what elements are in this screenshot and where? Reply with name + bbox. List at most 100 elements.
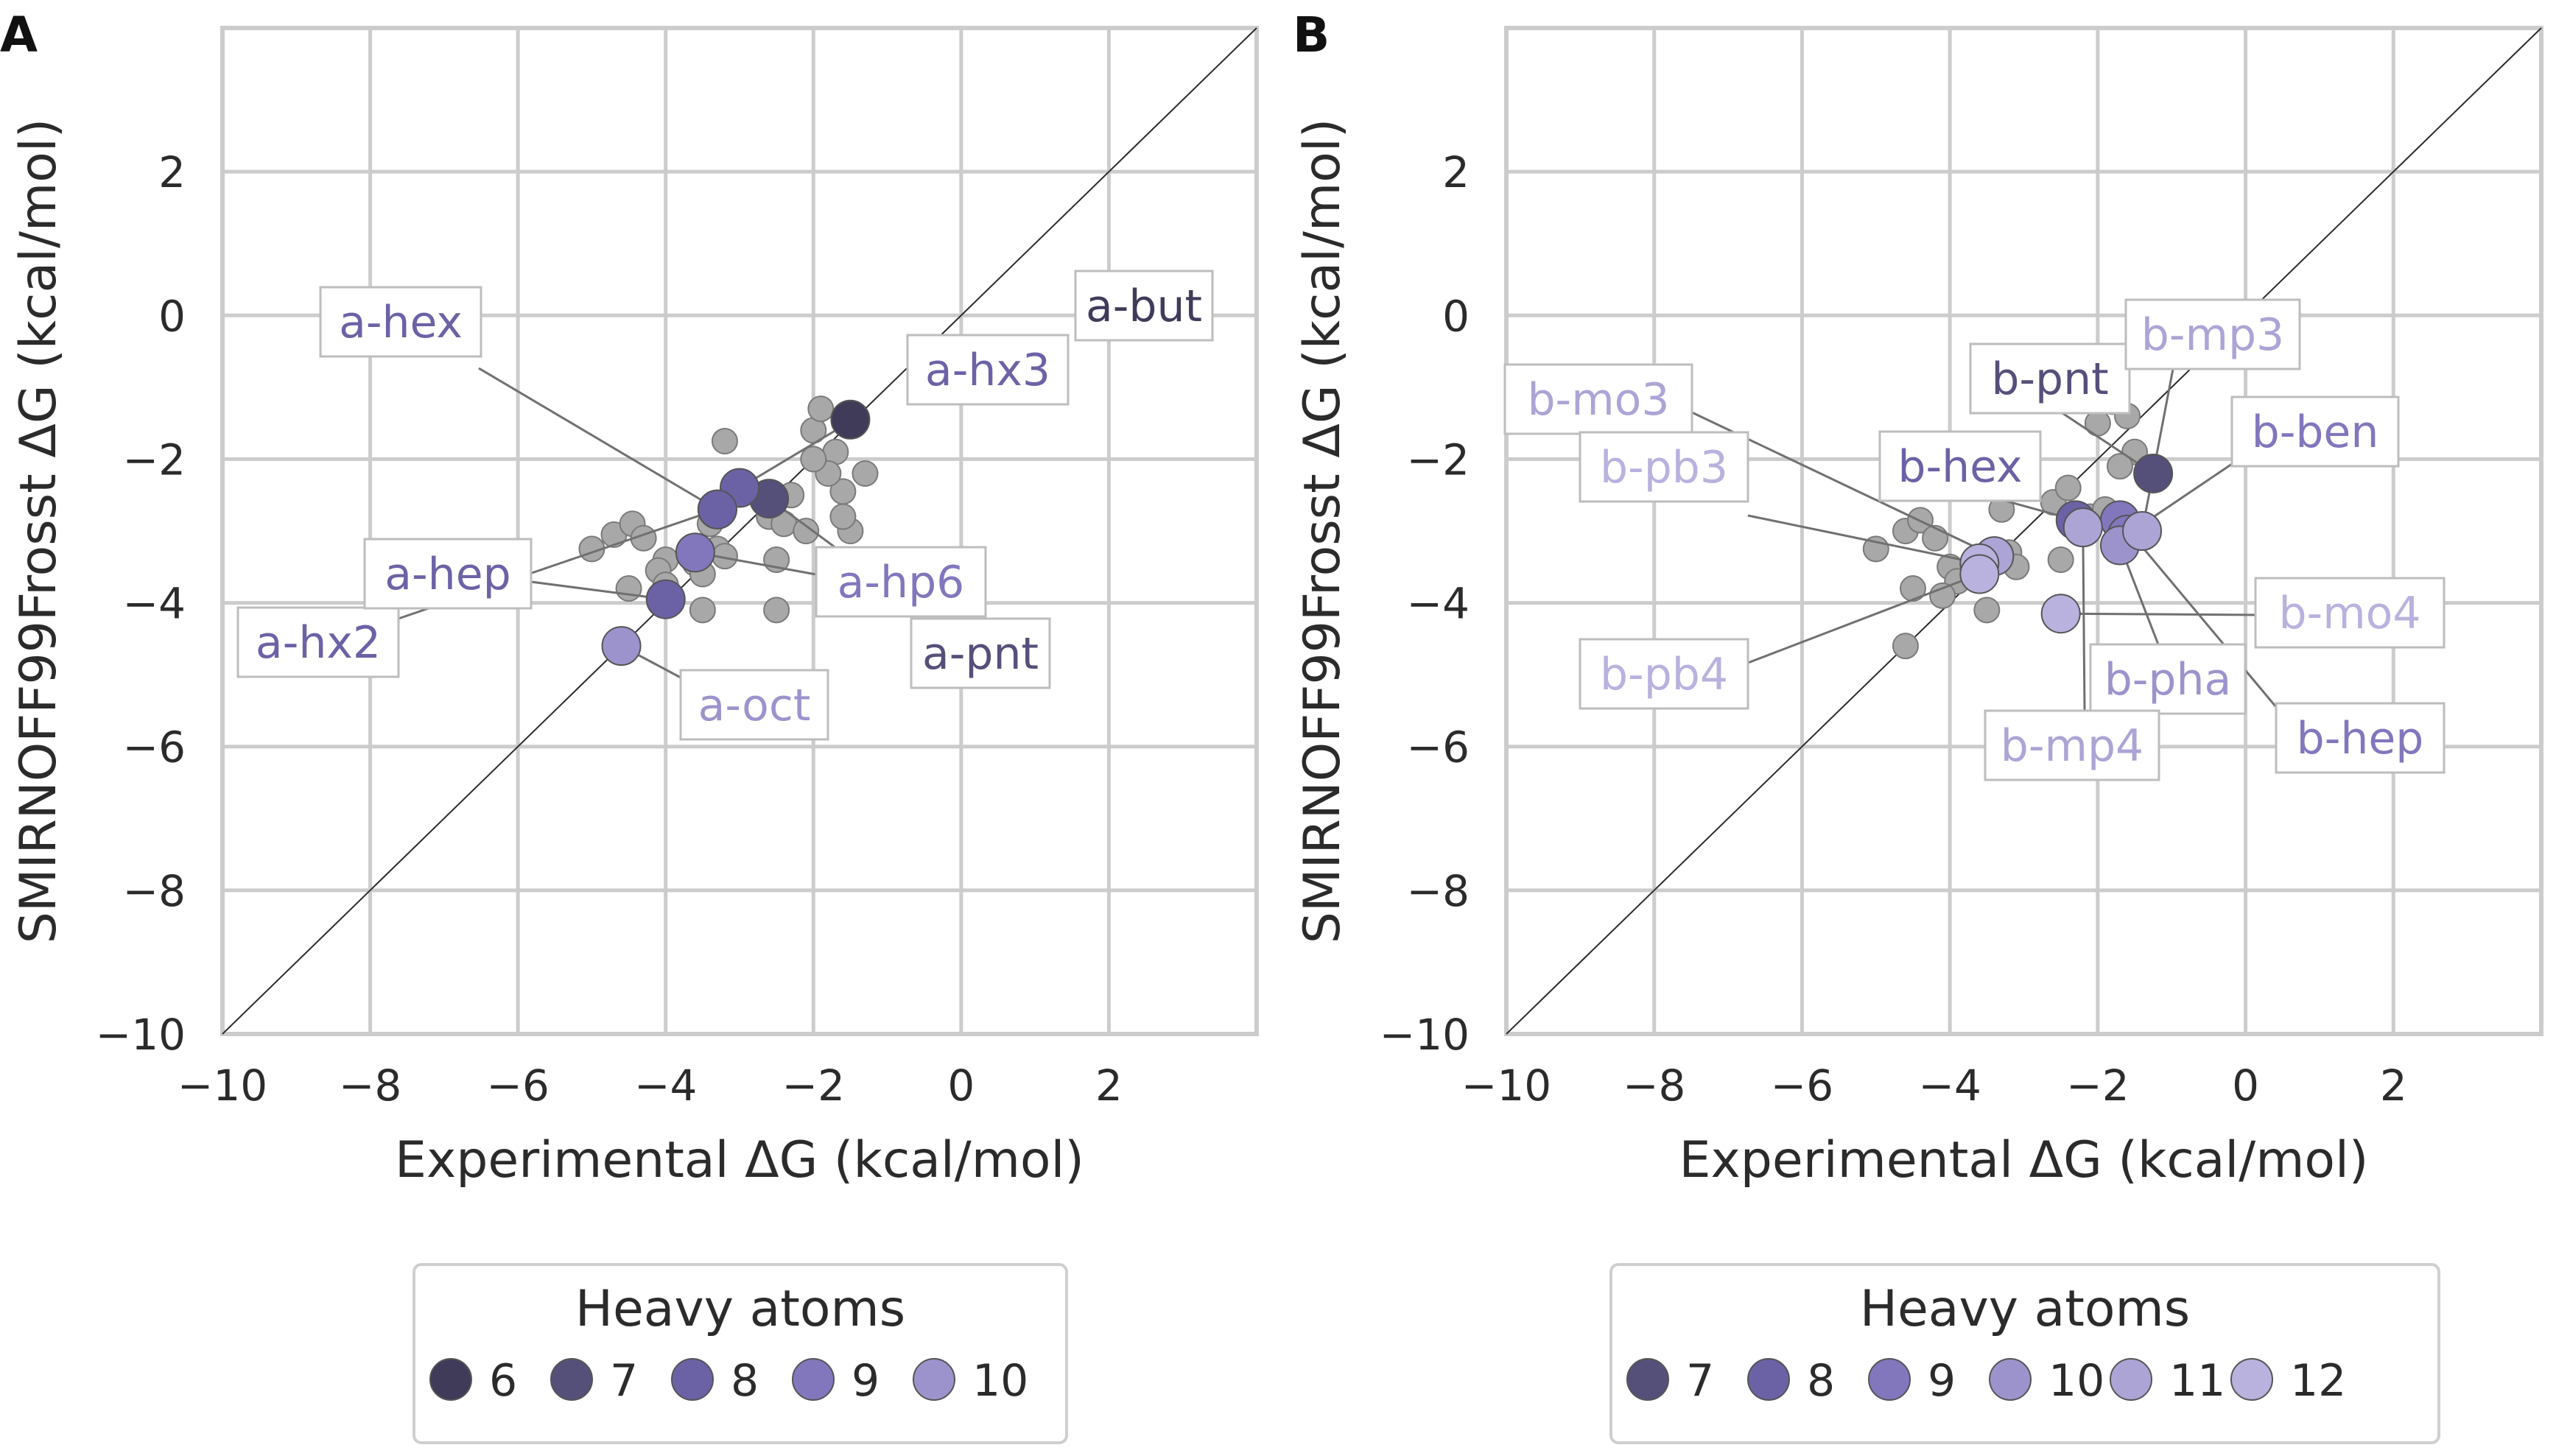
label-a-pnt: a-pnt (910, 617, 1051, 689)
panel-b-background-point (1892, 633, 1919, 660)
panel-a-x-tick-label: 0 (947, 1061, 975, 1111)
label-b-pnt: b-pnt (1969, 342, 2131, 415)
label-text-b-pnt: b-pnt (1991, 354, 2108, 405)
panel-b-y-tick-label: 2 (1442, 147, 1470, 197)
panel-b-identity-line (1506, 27, 2542, 1035)
leader-line-b-pb3 (1747, 514, 1980, 565)
panel-a-background-point (689, 597, 716, 624)
panel-b-background-point (1899, 575, 1926, 602)
panel-b-background-point (1973, 597, 2001, 624)
panel-a-legend-marker-8 (671, 1358, 714, 1401)
panel-b-legend-marker-11 (2110, 1358, 2152, 1401)
label-b-pha: b-pha (2089, 643, 2247, 715)
panel-b-legend-title: Heavy atoms (1860, 1280, 2190, 1338)
label-a-hep: a-hep (363, 538, 533, 610)
label-box-a-hx2 (236, 606, 400, 678)
panel-b-background-point (2047, 546, 2074, 574)
label-box-a-hep (363, 538, 533, 610)
label-a-hp6: a-hp6 (815, 546, 987, 618)
panel-b-x-tick-label: −10 (1461, 1061, 1551, 1111)
label-b-mp3: b-mp3 (2124, 298, 2301, 370)
leader-line-a-hp6 (695, 551, 817, 576)
leader-line-a-hex (478, 367, 718, 511)
label-text-b-hex: b-hex (1897, 441, 2022, 493)
panel-b-legend-label-9: 9 (1928, 1355, 1956, 1407)
point-b-mp3 (2122, 511, 2163, 551)
label-box-b-mo4 (2254, 577, 2446, 649)
label-text-a-pnt: a-pnt (922, 628, 1039, 680)
panel-a-legend-label-10: 10 (972, 1355, 1028, 1407)
panel-b-legend-marker-7 (1626, 1358, 1669, 1401)
label-text-b-pb3: b-pb3 (1600, 442, 1728, 493)
panel-a-y-tick-label: −2 (123, 435, 186, 485)
label-b-hep: b-hep (2275, 702, 2446, 774)
panel-a-frame (220, 26, 1259, 1036)
label-b-mo3: b-mo3 (1503, 363, 1693, 435)
panel-b-legend-marker-9 (1868, 1358, 1911, 1401)
panel-b-legend-marker-10 (1989, 1358, 2032, 1401)
label-box-b-pha (2089, 643, 2247, 715)
label-text-b-mo3: b-mo3 (1527, 374, 1669, 426)
panel-b-x-tick-label: −2 (2066, 1061, 2130, 1111)
panel-a-x-tick-label: −6 (486, 1061, 550, 1111)
panel-a-background-point (711, 428, 738, 455)
point-a-but (830, 399, 871, 440)
panel-a-legend-label-9: 9 (852, 1355, 879, 1407)
label-b-mp4: b-mp4 (1984, 709, 2160, 781)
label-b-pb4: b-pb4 (1579, 638, 1749, 710)
panel-a-legend-marker-6 (429, 1358, 472, 1401)
panel-b-x-tick-label: 0 (2232, 1061, 2259, 1111)
panel-a-background-point (800, 446, 827, 473)
panel-b-background-point (2054, 474, 2082, 502)
panel-a-x-tick-label: −4 (634, 1061, 698, 1111)
label-box-a-oct (679, 669, 829, 741)
point-b-pnt (2133, 453, 2174, 493)
panel-b-x-tick-label: 2 (2380, 1061, 2407, 1111)
panel-b-x-tick-label: −8 (1623, 1061, 1686, 1111)
panel-a-x-axis-label: Experimental ΔG (kcal/mol) (395, 1131, 1084, 1189)
leader-line-b-mp3 (2141, 368, 2174, 532)
panel-b-y-tick-label: −10 (1380, 1010, 1470, 1060)
panel-b-background-point (1922, 524, 1949, 552)
label-a-hx2: a-hx2 (236, 606, 400, 678)
panel-a-y-tick-label: 2 (158, 147, 186, 197)
panel-a-panel-label: A (0, 7, 38, 63)
panel-a-legend-label-7: 7 (610, 1355, 638, 1407)
panel-a-background-point (807, 395, 835, 423)
label-box-b-hex (1878, 430, 2042, 502)
point-a-hp6 (675, 532, 715, 573)
label-text-b-mo4: b-mo4 (2278, 588, 2420, 639)
label-a-hex: a-hex (319, 286, 482, 358)
panel-a-y-tick-label: −10 (96, 1010, 186, 1060)
panel-b-frame (1504, 26, 2543, 1036)
leader-line-a-hep (530, 580, 666, 601)
panel-b-legend-marker-8 (1747, 1358, 1790, 1401)
label-a-but: a-but (1074, 270, 1214, 342)
panel-b-legend-label-12: 12 (2290, 1355, 2346, 1407)
panel-a-background-point (793, 518, 820, 544)
leader-line-b-pb4 (1747, 573, 1980, 664)
panel-b-y-tick-label: 0 (1442, 291, 1470, 341)
panel-a-y-tick-label: −8 (123, 866, 186, 916)
panel-a-y-tick-label: −6 (123, 722, 186, 773)
label-b-mo4: b-mo4 (2254, 577, 2446, 649)
label-a-hx3: a-hx3 (906, 334, 1070, 406)
point-b-mp4 (2062, 507, 2103, 548)
panel-a-x-tick-label: −10 (178, 1061, 267, 1111)
panel-a-y-axis-label: SMIRNOFF99Frosst ΔG (kcal/mol) (10, 119, 68, 944)
panel-a-y-tick-label: 0 (158, 291, 186, 341)
point-b-mo4 (2040, 594, 2081, 634)
panel-b-y-tick-label: −8 (1407, 866, 1470, 916)
panel-a-x-tick-label: −2 (782, 1061, 846, 1111)
label-text-a-hx3: a-hx3 (925, 345, 1050, 396)
label-box-a-but (1074, 270, 1214, 342)
point-a-hx2 (697, 489, 737, 530)
leader-line-b-mp4 (2082, 527, 2086, 711)
label-box-a-hex (319, 286, 482, 358)
label-box-b-pnt (1969, 342, 2131, 415)
label-text-b-mp3: b-mp3 (2141, 309, 2284, 361)
panel-b-legend-label-8: 8 (1807, 1355, 1835, 1407)
panel-a-y-tick-label: −4 (123, 579, 186, 629)
